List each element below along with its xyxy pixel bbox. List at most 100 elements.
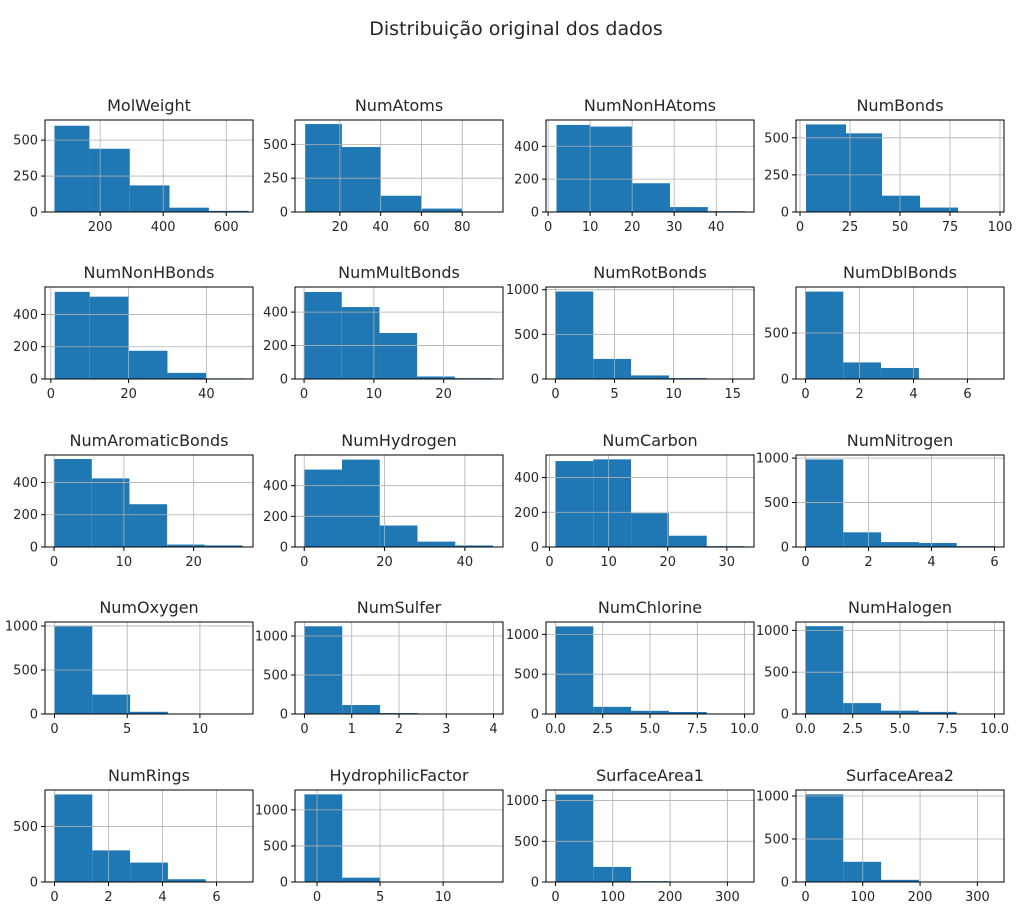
histogram-bar — [555, 626, 594, 714]
histogram-bar — [92, 850, 131, 882]
histogram-bar — [668, 535, 707, 547]
panel-title: HydrophilicFactor — [329, 766, 469, 785]
panel-title: SurfaceArea2 — [846, 766, 954, 785]
panel-title: NumMultBonds — [338, 263, 460, 282]
histogram-numoxygen: NumOxygen 0 5 10 0 500 1000 — [5, 598, 254, 737]
y-tick-label: 400 — [514, 140, 539, 155]
panel-title: NumRings — [108, 766, 190, 785]
y-tick-label: 0 — [781, 541, 789, 556]
y-tick-label: 500 — [13, 134, 38, 149]
x-tick-label: 4 — [909, 387, 917, 402]
y-tick-label: 500 — [13, 663, 38, 678]
histogram-bar — [417, 376, 455, 379]
histogram-bar — [805, 459, 844, 547]
x-tick-label: 200 — [908, 890, 933, 905]
histogram-bar — [631, 375, 669, 379]
y-tick-label: 500 — [263, 839, 288, 854]
x-tick-label: 10.0 — [730, 722, 759, 737]
x-tick-label: 10 — [116, 555, 133, 570]
histogram-bar — [305, 124, 342, 212]
histogram-bar — [169, 207, 209, 212]
x-tick-label: 20 — [376, 555, 393, 570]
histogram-bar — [805, 626, 844, 714]
axes-frame — [294, 119, 504, 213]
x-tick-label: 2 — [395, 722, 403, 737]
y-tick-label: 0 — [30, 876, 38, 891]
y-tick-label: 0 — [531, 541, 539, 556]
histogram-bar — [204, 545, 243, 547]
histogram-bar — [555, 794, 594, 882]
histogram-bar — [881, 542, 919, 547]
y-tick-label: 1000 — [756, 452, 789, 467]
x-tick-label: 2 — [104, 890, 112, 905]
histogram-bar — [91, 478, 130, 547]
histogram-numcarbon: NumCarbon 0 10 20 30 0 200 400 — [514, 431, 755, 570]
x-tick-label: 80 — [454, 220, 471, 235]
histogram-numbonds: NumBonds 0 25 50 75 100 0 250 500 — [764, 96, 1012, 235]
x-tick-label: 10 — [435, 890, 452, 905]
x-tick-label: 400 — [151, 220, 176, 235]
histogram-bar — [669, 207, 708, 212]
x-tick-label: 300 — [715, 890, 740, 905]
x-tick-label: 4 — [927, 555, 935, 570]
y-tick-label: 0 — [30, 541, 38, 556]
y-tick-label: 400 — [13, 308, 38, 323]
panel-title: NumSulfer — [357, 598, 442, 617]
y-tick-label: 1000 — [255, 630, 288, 645]
histogram-bar — [167, 544, 205, 547]
x-tick-label: 0 — [300, 722, 308, 737]
y-tick-label: 0 — [781, 876, 789, 891]
histogram-bar — [128, 350, 168, 379]
x-tick-label: 0.0 — [795, 722, 816, 737]
x-tick-label: 10 — [366, 387, 383, 402]
histogram-bar — [846, 133, 882, 212]
axes-frame — [795, 454, 1005, 548]
histogram-bar — [843, 861, 882, 882]
histogram-bar — [304, 469, 342, 547]
y-tick-label: 500 — [764, 131, 789, 146]
x-tick-label: 0 — [300, 387, 308, 402]
axes-frame — [294, 286, 504, 380]
panel-title: NumAtoms — [355, 96, 443, 115]
panel-title: NumAromaticBonds — [70, 431, 229, 450]
x-tick-label: 10 — [665, 387, 682, 402]
x-tick-label: 0.0 — [545, 722, 566, 737]
histogram-bar — [304, 292, 342, 379]
y-tick-label: 500 — [263, 138, 288, 153]
histogram-bar — [555, 461, 594, 547]
x-tick-label: 40 — [372, 220, 389, 235]
x-tick-label: 60 — [413, 220, 430, 235]
y-tick-label: 1000 — [5, 619, 38, 634]
histogram-bar — [342, 877, 381, 882]
histogram-bar — [167, 879, 206, 882]
y-tick-label: 0 — [30, 206, 38, 221]
y-tick-label: 0 — [781, 708, 789, 723]
histogram-bar — [130, 711, 168, 714]
histogram-bar — [341, 147, 381, 212]
axes-frame — [545, 789, 755, 883]
y-tick-label: 0 — [531, 373, 539, 388]
y-tick-label: 250 — [764, 168, 789, 183]
histogram-bar — [843, 362, 882, 379]
histogram-bar — [918, 543, 957, 547]
x-tick-label: 0 — [50, 890, 58, 905]
y-tick-label: 400 — [263, 306, 288, 321]
histogram-bar — [555, 291, 594, 379]
histogram-bar — [167, 372, 207, 379]
x-tick-label: 200 — [88, 220, 113, 235]
y-tick-label: 0 — [280, 373, 288, 388]
panel-title: NumBonds — [856, 96, 943, 115]
histogram-bar — [593, 358, 632, 379]
x-tick-label: 0 — [801, 890, 809, 905]
histogram-bar — [54, 125, 90, 212]
histogram-numsulfer: NumSulfer 0 1 2 3 4 0 500 1000 — [255, 598, 504, 737]
axes-frame — [545, 119, 755, 213]
histogram-bar — [632, 183, 670, 212]
histogram-bar — [89, 296, 129, 379]
y-tick-label: 1000 — [255, 803, 288, 818]
x-tick-label: 5.0 — [890, 722, 911, 737]
